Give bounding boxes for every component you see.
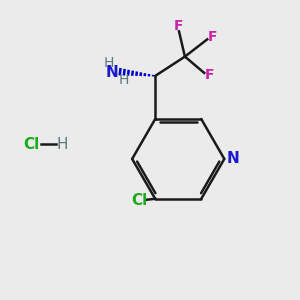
Text: N: N — [226, 152, 239, 166]
Text: H: H — [104, 56, 114, 70]
Text: Cl: Cl — [132, 193, 148, 208]
Text: F: F — [205, 68, 214, 82]
Text: N: N — [106, 65, 118, 80]
Text: F: F — [174, 19, 184, 33]
Text: H: H — [57, 136, 68, 152]
Text: H: H — [118, 73, 129, 87]
Text: F: F — [208, 30, 217, 44]
Text: Cl: Cl — [23, 136, 39, 152]
